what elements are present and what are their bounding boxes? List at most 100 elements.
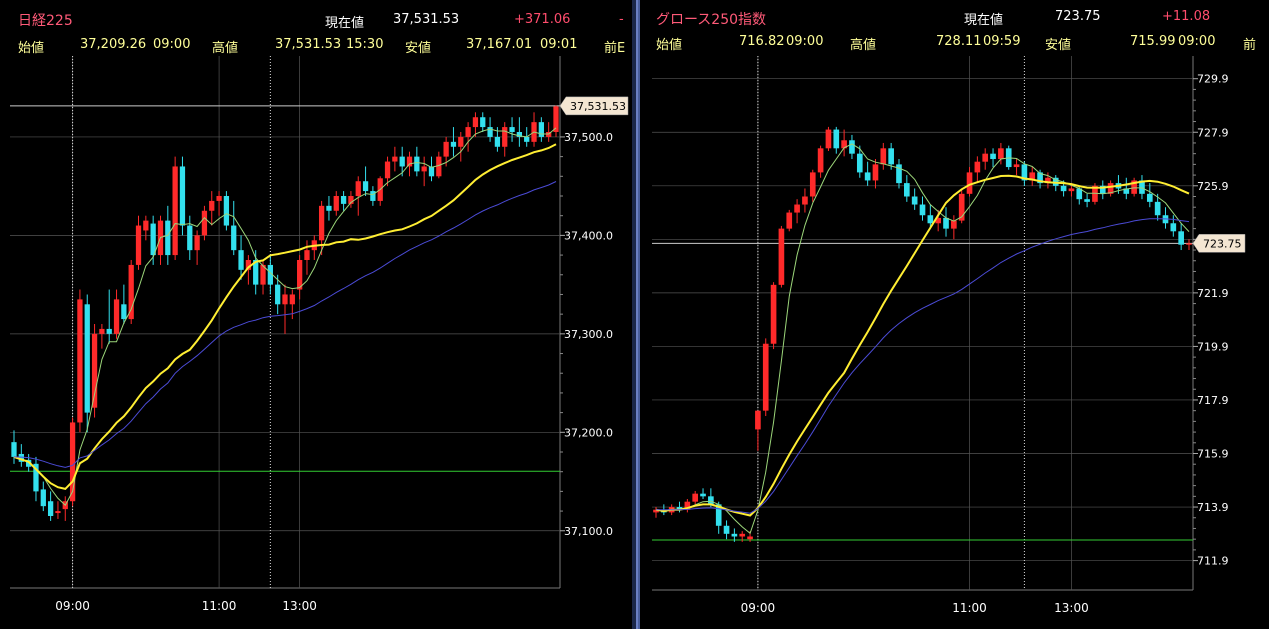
candle-body (509, 127, 515, 132)
x-tick-label: 09:00 (55, 599, 90, 613)
candle-body (524, 136, 530, 142)
y-tick-label: 717.9 (1197, 394, 1229, 407)
candle-body (880, 148, 887, 165)
y-tick-label: 37,500.0 (564, 131, 613, 144)
candle-body (700, 493, 706, 497)
candle-body (951, 220, 957, 229)
candle-body (1060, 185, 1067, 192)
candle-body (974, 161, 981, 173)
candle-body (428, 166, 435, 177)
candle-body (209, 200, 215, 211)
candle-body (297, 260, 303, 290)
high-value: 37,531.53 (275, 37, 342, 52)
candle-body (990, 153, 996, 160)
y-tick-label: 729.9 (1197, 73, 1229, 86)
candle-body (267, 264, 273, 285)
candle-body (1068, 188, 1075, 192)
candle-body (715, 504, 722, 526)
y-tick-label: 37,100.0 (564, 525, 613, 538)
candle-body (1146, 193, 1153, 202)
candle-body (841, 140, 847, 149)
y-tick-label: 719.9 (1197, 340, 1229, 353)
candle-body (494, 136, 501, 147)
candle-body (762, 343, 769, 411)
candle-body (172, 166, 178, 256)
candle-body (487, 127, 493, 137)
candle-body (436, 156, 442, 177)
candle-body (260, 264, 266, 285)
candle-body (794, 204, 800, 213)
candle-body (355, 181, 361, 196)
candle-body (414, 156, 420, 172)
candle-body (864, 172, 871, 181)
candle-body (47, 501, 54, 516)
nikkei-chart-panel: 日経225 現在値 37,531.53 +371.06 - 始値 37,209.… (0, 0, 632, 629)
candle-body (326, 205, 332, 211)
growth250-candlestick-chart[interactable]: 711.9713.9715.9717.9719.9721.9723.9725.9… (640, 0, 1269, 629)
candle-body (1139, 180, 1145, 194)
price-tag-label: 723.75 (1203, 237, 1242, 250)
candle-body (1076, 188, 1083, 200)
candle-body (817, 148, 824, 173)
open-label: 始値 (656, 38, 683, 53)
ma-fast-line (655, 143, 1190, 535)
y-tick-label: 721.9 (1197, 287, 1229, 300)
y-tick-label: 37,200.0 (564, 426, 613, 439)
candle-body (809, 172, 816, 197)
candle-body (304, 250, 310, 260)
candle-body (1013, 164, 1020, 168)
candle-body (238, 250, 244, 270)
candle-body (121, 304, 127, 320)
candle-body (421, 166, 427, 172)
candle-body (502, 127, 508, 147)
y-tick-label: 715.9 (1197, 448, 1229, 461)
candle-body (143, 220, 149, 231)
panel-divider-highlight[interactable] (636, 0, 638, 629)
candle-body (872, 164, 879, 181)
candle-body (150, 223, 156, 256)
candle-body (443, 141, 449, 157)
candle-body (84, 304, 90, 413)
change-value: +371.06 (514, 12, 571, 27)
prev-label: 前E (604, 41, 626, 56)
candle-body (223, 196, 230, 226)
candle-body (802, 196, 808, 205)
candle-body (692, 493, 699, 502)
candle-body (318, 205, 325, 241)
growth250-chart-panel: グロース250指数 現在値 723.75 +11.08 始値 716.82 09… (638, 0, 1269, 629)
candle-body (935, 217, 941, 224)
candle-body (911, 196, 918, 205)
candle-body (888, 148, 894, 165)
candle-body (1186, 243, 1192, 245)
candle-body (179, 166, 186, 226)
candle-body (755, 410, 761, 430)
candle-body (26, 459, 32, 467)
candle-body (1170, 223, 1177, 232)
candle-body (187, 225, 193, 251)
candle-body (1084, 199, 1090, 202)
high-label: 高値 (212, 41, 239, 56)
candle-body (516, 132, 523, 137)
candle-body (653, 509, 659, 513)
candle-body (684, 501, 691, 510)
open-label: 始値 (18, 41, 45, 56)
candle-body (77, 299, 83, 423)
low-time: 09:01 (540, 37, 578, 52)
chart-title: 日経225 (18, 13, 73, 29)
candle-body (340, 196, 347, 204)
ma-slow-line (655, 218, 1190, 514)
candle-body (69, 422, 76, 502)
x-tick-label: 11:00 (202, 599, 237, 613)
current-label: 現在値 (325, 16, 365, 31)
candle-body (943, 217, 949, 229)
ma-fast-line (13, 127, 557, 507)
nikkei-candlestick-chart[interactable]: 37,100.0 37,200.0 37,300.0 37,400.0 37,500.0… (0, 0, 632, 629)
candle-body (708, 496, 714, 505)
candle-body (392, 156, 398, 162)
candle-body (348, 196, 354, 204)
chart-title: グロース250指数 (656, 12, 767, 28)
open-time: 09:00 (153, 37, 191, 52)
candle-body (770, 284, 777, 344)
y-tick-label: 37,300.0 (564, 328, 613, 341)
x-tick-label: 11:00 (952, 601, 987, 615)
